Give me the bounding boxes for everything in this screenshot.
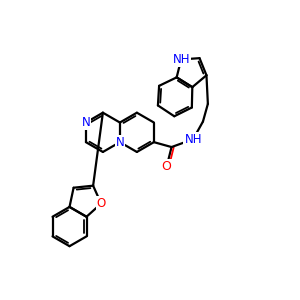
Text: O: O	[162, 160, 172, 173]
Text: NH: NH	[172, 53, 190, 66]
Text: N: N	[116, 136, 124, 148]
Text: O: O	[97, 197, 106, 210]
Text: N: N	[82, 116, 90, 129]
Text: NH: NH	[184, 133, 202, 146]
